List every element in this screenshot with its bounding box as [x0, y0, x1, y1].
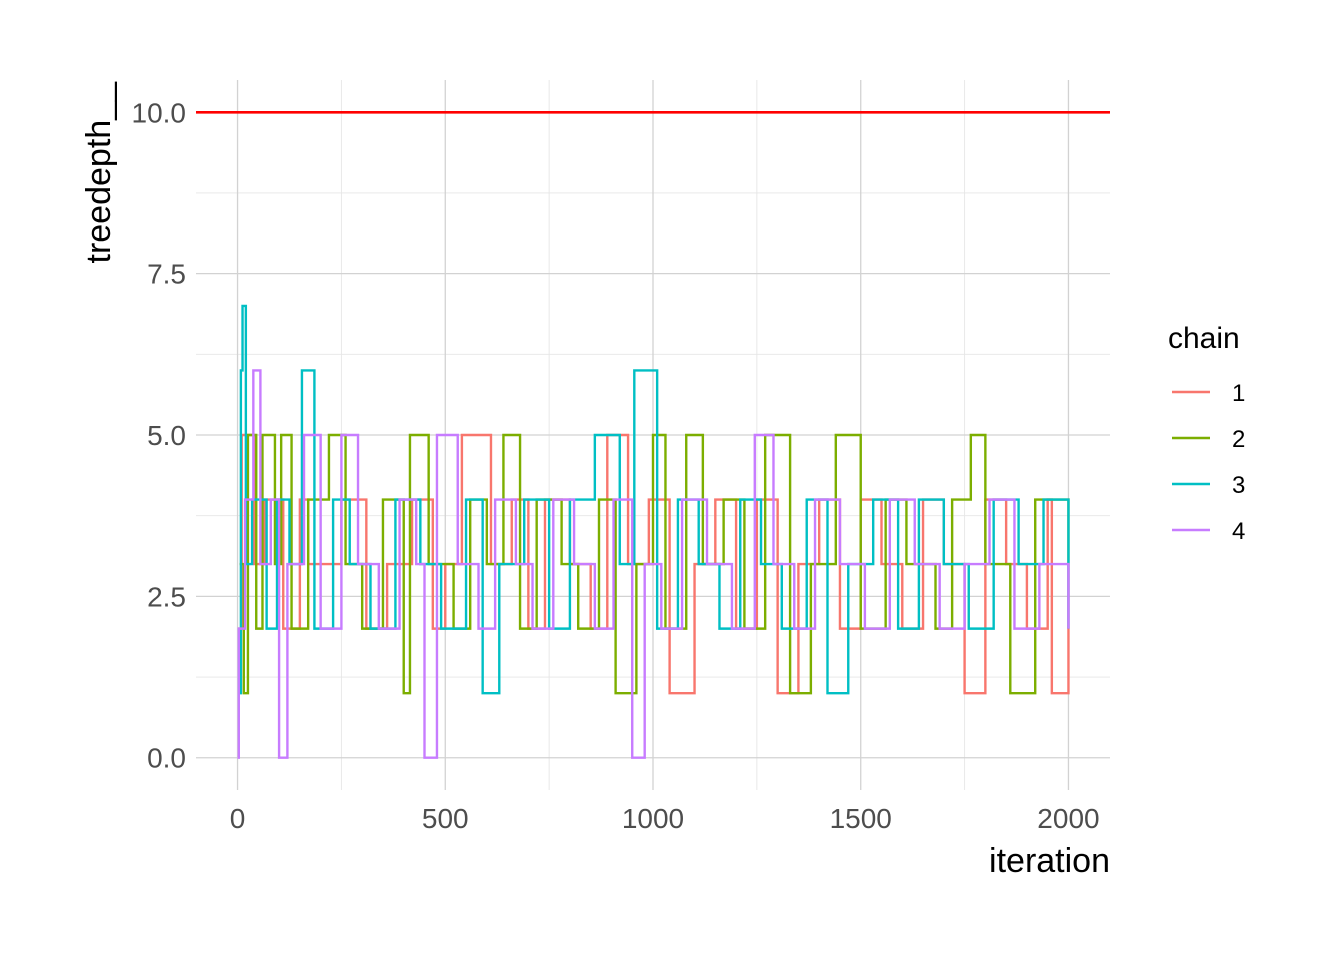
x-tick-label: 500 — [422, 803, 469, 834]
legend-label-chain-4: 4 — [1232, 518, 1245, 545]
x-axis-title: iteration — [989, 842, 1110, 880]
y-tick-label: 2.5 — [147, 581, 186, 612]
x-tick-label: 1000 — [622, 803, 684, 834]
series-lines — [237, 304, 1070, 759]
y-tick-label: 10.0 — [132, 97, 187, 128]
legend-items: 1 2 3 4 — [1172, 380, 1245, 545]
legend-label-chain-1: 1 — [1232, 380, 1245, 407]
x-tick-label: 1500 — [830, 803, 892, 834]
y-axis-title: treedepth__ — [80, 81, 118, 264]
legend-label-chain-3: 3 — [1232, 472, 1245, 499]
y-tick-label: 5.0 — [147, 420, 186, 451]
y-tick-label: 7.5 — [147, 259, 186, 290]
legend: chain 1 2 3 4 — [1168, 322, 1245, 545]
tick-labels: 0 500 1000 1500 2000 0.0 2.5 5.0 7.5 10.0 — [132, 97, 1100, 834]
legend-title: chain — [1168, 322, 1240, 355]
y-tick-label: 0.0 — [147, 743, 186, 774]
x-tick-label: 2000 — [1037, 803, 1099, 834]
legend-label-chain-2: 2 — [1232, 426, 1245, 453]
series-line-chain-4 — [237, 369, 1070, 759]
x-tick-label: 0 — [230, 803, 246, 834]
